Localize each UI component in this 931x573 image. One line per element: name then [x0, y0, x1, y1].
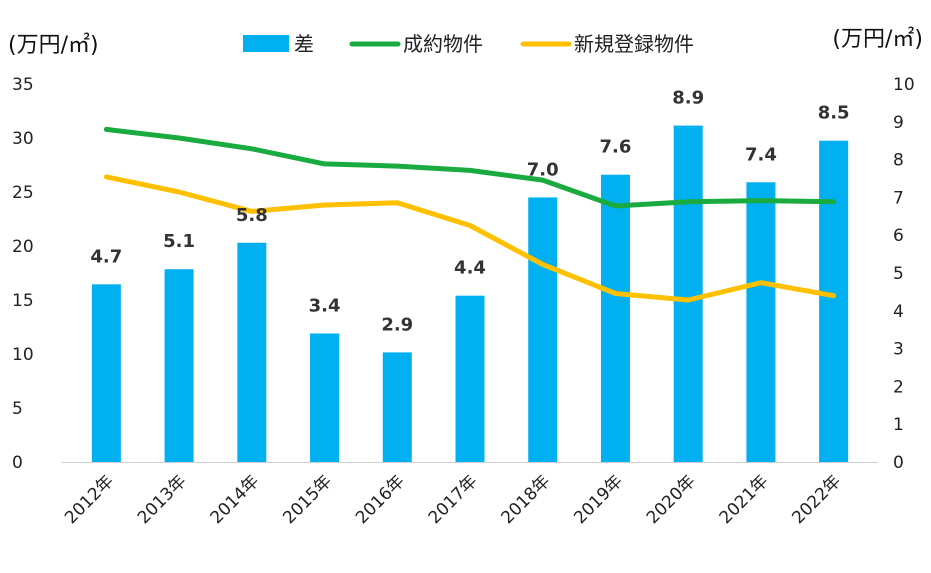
right-axis-unit: (万円/㎡)	[832, 26, 923, 52]
x-tick-label: 2022年	[788, 471, 845, 528]
bar	[600, 174, 630, 462]
left-tick-label: 20	[12, 237, 34, 257]
bar	[382, 352, 412, 462]
left-tick-label: 0	[12, 453, 23, 473]
x-tick-label: 2015年	[279, 471, 336, 528]
bar-data-label: 3.4	[309, 295, 341, 316]
bar-series	[91, 125, 849, 462]
left-tick-label: 30	[12, 129, 34, 149]
left-tick-label: 15	[12, 291, 34, 311]
legend-label: 差	[294, 32, 314, 56]
bar	[819, 140, 849, 462]
bar	[673, 125, 703, 462]
data-labels: 4.7 5.1 5.8 3.4 2.9 4.4 7.0 7.6 8.9 7.4 8.5	[90, 88, 849, 336]
line-series	[103, 126, 837, 303]
left-tick-label: 5	[12, 399, 23, 419]
bar-data-label: 7.4	[745, 144, 777, 165]
right-tick-label: 4	[893, 302, 904, 322]
right-axis: 0 1 2 3 4 5 6 7 8 9 10	[893, 75, 915, 473]
x-tick-label: 2017年	[425, 471, 482, 528]
legend-label: 成約物件	[403, 32, 483, 56]
bar-data-label: 7.6	[600, 137, 632, 158]
x-tick-label: 2018年	[498, 471, 555, 528]
right-tick-label: 7	[893, 188, 904, 208]
bar	[237, 242, 267, 462]
bar-data-label: 8.5	[818, 103, 850, 124]
legend-swatch-bar	[243, 35, 289, 52]
x-tick-label: 2019年	[570, 471, 627, 528]
x-tick-label: 2021年	[716, 471, 773, 528]
x-tick-label: 2012年	[61, 471, 118, 528]
x-tick-label: 2016年	[352, 471, 409, 528]
left-axis-unit: (万円/㎡)	[8, 32, 99, 58]
right-tick-label: 1	[893, 415, 904, 435]
right-tick-label: 6	[893, 226, 904, 246]
bar-data-label: 4.7	[90, 246, 122, 267]
bar	[310, 333, 340, 462]
right-tick-label: 0	[893, 453, 904, 473]
x-axis: 2012年 2013年 2014年 2015年 2016年 2017年 2018年 2019年…	[61, 471, 845, 528]
right-tick-label: 10	[893, 75, 915, 95]
bar-data-label: 2.9	[381, 314, 413, 335]
left-axis: 0 5 10 15 20 25 30 35	[12, 75, 34, 473]
right-tick-label: 9	[893, 113, 904, 133]
bar	[746, 182, 776, 462]
x-tick-label: 2013年	[134, 471, 191, 528]
legend-label: 新規登録物件	[574, 32, 694, 56]
left-tick-label: 10	[12, 345, 34, 365]
right-tick-label: 5	[893, 264, 904, 284]
x-tick-label: 2014年	[207, 471, 264, 528]
left-tick-label: 35	[12, 75, 34, 95]
bar-data-label: 5.8	[236, 205, 268, 226]
right-tick-label: 8	[893, 151, 904, 171]
bar	[455, 295, 485, 462]
bar	[528, 197, 558, 462]
bar-data-label: 7.0	[527, 159, 559, 180]
bar	[91, 284, 121, 462]
legend: 差 成約物件 新規登録物件	[243, 32, 694, 56]
right-tick-label: 3	[893, 340, 904, 360]
left-tick-label: 25	[12, 183, 34, 203]
series-line	[103, 174, 837, 303]
right-tick-label: 2	[893, 377, 904, 397]
bar-data-label: 4.4	[454, 258, 486, 279]
series-line	[103, 126, 837, 209]
bar	[164, 269, 194, 462]
bar-data-label: 8.9	[672, 88, 704, 109]
bar-data-label: 5.1	[163, 231, 195, 252]
x-tick-label: 2020年	[643, 471, 700, 528]
